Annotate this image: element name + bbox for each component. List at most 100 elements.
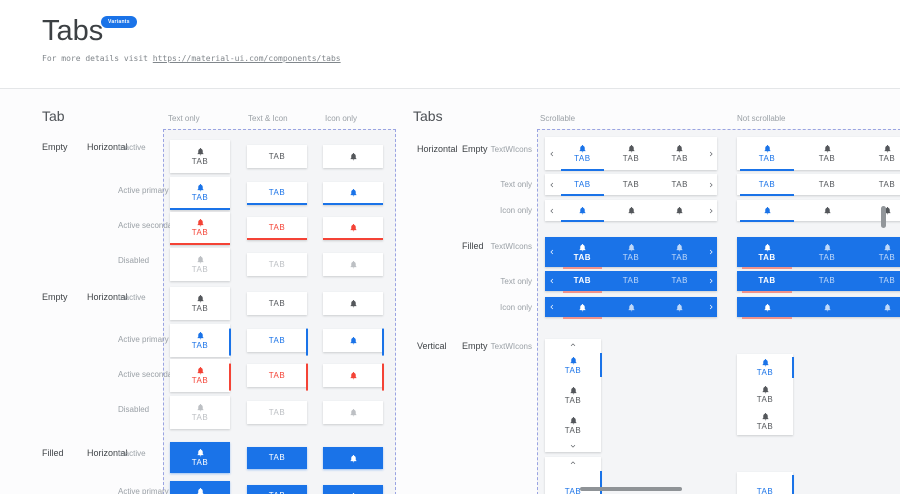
tab-text-icon[interactable]: TAB: [170, 177, 230, 210]
tab-icon[interactable]: [857, 200, 900, 221]
scroll-left-button[interactable]: [545, 200, 558, 221]
tab-text-icon[interactable]: TAB: [737, 137, 797, 171]
bell-icon: [627, 243, 636, 252]
tab-text-icon[interactable]: TAB: [558, 137, 607, 171]
tab-text-icon[interactable]: TAB: [797, 237, 857, 267]
tab-icon[interactable]: [323, 364, 383, 387]
tab-text-icon[interactable]: TAB: [170, 287, 230, 320]
tab-text-icon[interactable]: TAB: [797, 137, 857, 170]
tab-text[interactable]: TAB: [247, 447, 307, 469]
row-variant-label: Empty: [42, 142, 68, 152]
tab-text[interactable]: TAB: [797, 174, 857, 195]
tab-text-icon[interactable]: TAB: [857, 137, 900, 170]
tab-text[interactable]: TAB: [857, 174, 900, 195]
tab-text[interactable]: TAB: [607, 174, 656, 195]
tab-text-icon[interactable]: TAB: [170, 212, 230, 245]
scroll-right-button[interactable]: [704, 200, 717, 221]
tab-text-icon[interactable]: TAB: [655, 237, 704, 267]
tab-icon[interactable]: [797, 200, 857, 221]
tab-icon[interactable]: [607, 297, 656, 317]
tab-text[interactable]: TAB: [655, 271, 704, 291]
tab-text[interactable]: TAB: [797, 271, 857, 291]
scroll-right-button[interactable]: [704, 271, 717, 291]
tab-text-icon[interactable]: TAB: [737, 237, 797, 269]
tab-text[interactable]: TAB: [558, 174, 607, 196]
tab-icon[interactable]: [558, 297, 607, 319]
tab-text-icon[interactable]: TAB: [170, 324, 230, 357]
tab-text[interactable]: TAB: [737, 174, 797, 196]
tab-text-icon[interactable]: TAB: [737, 408, 793, 435]
scroll-up-button[interactable]: [545, 457, 601, 468]
tab-icon[interactable]: [323, 182, 383, 205]
scroll-left-button[interactable]: [545, 174, 558, 195]
tab-text[interactable]: TAB: [247, 253, 307, 276]
tab-text[interactable]: TAB: [247, 329, 307, 352]
tab-text-icon[interactable]: TAB: [170, 248, 230, 281]
tab-icon[interactable]: [655, 297, 704, 317]
tab-text[interactable]: TAB: [247, 292, 307, 315]
tab-icon[interactable]: [323, 447, 383, 469]
tab-text-icon[interactable]: TAB: [558, 237, 607, 269]
tab-text-icon[interactable]: TAB: [170, 140, 230, 173]
tab-text[interactable]: TAB: [247, 182, 307, 205]
tab-label: TAB: [191, 193, 209, 202]
tab-text[interactable]: TAB: [247, 485, 307, 494]
scroll-right-button[interactable]: [704, 297, 717, 317]
tab-icon[interactable]: [797, 297, 857, 317]
tab-text-icon[interactable]: TAB: [170, 396, 230, 429]
tab-text[interactable]: TAB: [737, 271, 797, 293]
tab-icon[interactable]: [323, 485, 383, 494]
tab-icon[interactable]: [558, 200, 607, 222]
scroll-up-button[interactable]: [545, 339, 601, 350]
tab-icon[interactable]: [323, 145, 383, 168]
tab-text[interactable]: TAB: [857, 271, 900, 291]
tab-icon[interactable]: [323, 253, 383, 276]
scroll-down-button[interactable]: [545, 441, 601, 452]
tab-icon[interactable]: [323, 217, 383, 240]
tab-text[interactable]: TAB: [247, 364, 307, 387]
scroll-left-button[interactable]: [545, 271, 558, 291]
tab-text-icon[interactable]: TAB: [655, 137, 704, 170]
tab-icon[interactable]: [323, 329, 383, 352]
scroll-right-button[interactable]: [704, 137, 717, 170]
scroll-right-button[interactable]: [704, 174, 717, 195]
tab-text-icon[interactable]: TAB: [170, 481, 230, 494]
chevron-down-icon: [569, 442, 577, 450]
tab-text-icon[interactable]: TAB: [170, 359, 230, 392]
scroll-left-button[interactable]: [545, 137, 558, 170]
tab-text[interactable]: TAB: [247, 217, 307, 240]
tab-text-icon[interactable]: TAB: [607, 237, 656, 267]
left-col-header-2: Text & Icon: [248, 114, 288, 123]
tab-text[interactable]: TAB: [607, 271, 656, 291]
tab-label: TAB: [191, 157, 209, 166]
vertical-scrollbar-thumb[interactable]: [881, 206, 886, 228]
scroll-left-button[interactable]: [545, 237, 558, 267]
tab-text-icon[interactable]: TAB: [545, 350, 602, 380]
tab-icon[interactable]: [737, 297, 797, 319]
tab-text-icon[interactable]: TAB: [545, 380, 601, 410]
horizontal-scrollbar-thumb[interactable]: [580, 487, 682, 491]
tab-text-icon[interactable]: TAB: [545, 411, 601, 441]
tab-text-icon[interactable]: TAB: [857, 237, 900, 267]
tab-icon[interactable]: [323, 401, 383, 424]
scroll-right-button[interactable]: [704, 237, 717, 267]
tab-icon[interactable]: [323, 292, 383, 315]
tab-text[interactable]: TAB: [247, 401, 307, 424]
tab-text-icon[interactable]: TAB: [737, 381, 793, 408]
tab-icon[interactable]: [857, 297, 900, 317]
docs-link[interactable]: https://material-ui.com/components/tabs: [152, 54, 341, 63]
tab-icon[interactable]: [655, 200, 704, 221]
tab-text[interactable]: TAB: [558, 271, 607, 293]
tab-text[interactable]: TAB: [545, 468, 602, 494]
tab-text-icon[interactable]: TAB: [170, 442, 230, 473]
tab-text-icon[interactable]: TAB: [737, 354, 794, 381]
tab-label: TAB: [622, 179, 640, 189]
chevron-right-icon: [707, 207, 715, 215]
tab-text[interactable]: TAB: [655, 174, 704, 195]
tab-icon[interactable]: [737, 200, 797, 222]
tab-text-icon[interactable]: TAB: [607, 137, 656, 170]
tab-text[interactable]: TAB: [737, 472, 794, 494]
tab-text[interactable]: TAB: [247, 145, 307, 168]
scroll-left-button[interactable]: [545, 297, 558, 317]
tab-icon[interactable]: [607, 200, 656, 221]
